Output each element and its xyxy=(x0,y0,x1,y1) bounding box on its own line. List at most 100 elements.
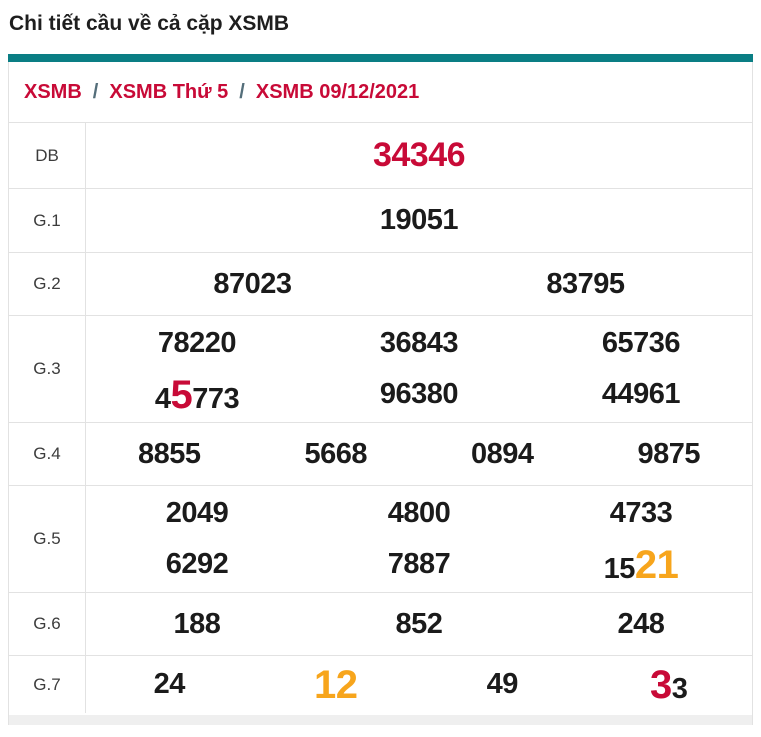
row-label: DB xyxy=(9,123,86,188)
digit-segment: 4733 xyxy=(609,497,673,530)
results-table: DB 34346 G.1 19051 G.2 87023 83795 G.3 78220 3684… xyxy=(9,122,752,713)
digit-segment: 248 xyxy=(617,607,665,640)
row-content: 188 852 248 xyxy=(86,593,752,655)
digit-segment: 773 xyxy=(192,382,240,415)
breadcrumb-separator: / xyxy=(92,80,99,103)
prize-number: 24 xyxy=(86,669,253,699)
prize-number: 2049 xyxy=(86,498,308,528)
prize-line: 19051 xyxy=(86,191,752,250)
digit-segment: 5668 xyxy=(304,437,367,470)
prize-line: 24 12 49 33 xyxy=(86,658,752,711)
prize-number: 248 xyxy=(530,609,752,639)
prize-number: 852 xyxy=(308,609,530,639)
prize-number: 83795 xyxy=(419,269,752,299)
row-label: G.2 xyxy=(9,253,86,315)
digit-segment: 3 xyxy=(671,672,688,705)
prize-number: 19051 xyxy=(86,205,752,235)
digit-segment: 7887 xyxy=(387,548,451,581)
breadcrumb-link[interactable]: XSMB Thứ 5 xyxy=(109,80,229,103)
prize-number: 0894 xyxy=(419,439,586,469)
prize-number: 12 xyxy=(253,664,420,706)
page-title: Chi tiết cầu về cả cặp XSMB xyxy=(9,12,290,35)
digit-segment: 8855 xyxy=(137,437,201,470)
digit-segment: 49 xyxy=(486,668,519,701)
prize-line: 8855 5668 0894 9875 xyxy=(86,425,752,483)
digit-segment: 19051 xyxy=(379,204,459,237)
digit-segment: 83795 xyxy=(546,267,625,300)
row-label: G.5 xyxy=(9,486,86,592)
digit-segment: 188 xyxy=(173,607,221,640)
table-row: G.6 188 852 248 xyxy=(9,592,752,655)
digit-segment: 2049 xyxy=(165,497,229,530)
prize-number: 6292 xyxy=(86,549,308,579)
table-row: G.4 8855 5668 0894 9875 xyxy=(9,422,752,485)
result-panel: XSMB / XSMB Thứ 5 / XSMB 09/12/2021 DB 34346 G… xyxy=(8,62,753,725)
table-row: G.2 87023 83795 xyxy=(9,252,752,315)
breadcrumb-separator: / xyxy=(239,80,245,103)
digit-segment: 87023 xyxy=(213,267,292,300)
digit-segment: 96380 xyxy=(379,378,459,411)
prize-number: 78220 xyxy=(86,328,308,358)
digit-segment: 852 xyxy=(395,607,443,640)
prize-number: 96380 xyxy=(308,379,530,409)
row-content: 19051 xyxy=(86,189,752,252)
breadcrumb: XSMB / XSMB Thứ 5 / XSMB 09/12/2021 xyxy=(9,62,752,122)
prize-line: 2049 4800 4733 xyxy=(86,488,752,539)
prize-line: 78220 36843 65736 xyxy=(86,318,752,369)
digit-segment: 65736 xyxy=(601,327,681,360)
digit-segment: 12 xyxy=(314,662,358,707)
prize-number: 45773 xyxy=(86,374,308,416)
accent-bar xyxy=(8,54,753,62)
page: Chi tiết cầu về cả cặp XSMB XSMB / XSMB Th… xyxy=(0,12,761,725)
row-content: 87023 83795 xyxy=(86,253,752,315)
prize-number: 188 xyxy=(86,609,308,639)
prize-number: 36843 xyxy=(308,328,530,358)
digit-segment: 24 xyxy=(153,668,186,701)
prize-number: 1521 xyxy=(530,544,752,586)
row-label: G.6 xyxy=(9,593,86,655)
digit-segment: 34346 xyxy=(372,135,466,174)
prize-line: 6292 7887 1521 xyxy=(86,539,752,590)
breadcrumb-link[interactable]: XSMB xyxy=(24,80,82,103)
digit-segment: 78220 xyxy=(157,327,237,360)
prize-line: 34346 xyxy=(86,125,752,186)
prize-number: 65736 xyxy=(530,328,752,358)
table-row: DB 34346 xyxy=(9,122,752,188)
prize-number: 34346 xyxy=(86,135,752,174)
digit-segment: 3 xyxy=(650,662,672,707)
row-label: G.1 xyxy=(9,189,86,252)
digit-segment: 4800 xyxy=(387,497,451,530)
prize-line: 188 852 248 xyxy=(86,595,752,653)
digit-segment: 15 xyxy=(603,552,636,585)
row-content: 8855 5668 0894 9875 xyxy=(86,423,752,485)
prize-line: 87023 83795 xyxy=(86,255,752,313)
row-content: 2049 4800 4733 6292 7887 1521 xyxy=(86,486,752,592)
digit-segment: 44961 xyxy=(601,378,681,411)
digit-segment: 21 xyxy=(634,542,679,587)
row-label: G.4 xyxy=(9,423,86,485)
digit-segment: 9875 xyxy=(637,437,700,470)
digit-segment: 36843 xyxy=(379,327,459,360)
prize-number: 49 xyxy=(419,669,586,699)
prize-number: 4800 xyxy=(308,498,530,528)
digit-segment: 6292 xyxy=(165,548,229,581)
prize-number: 44961 xyxy=(530,379,752,409)
row-content: 78220 36843 65736 45773 96380 44961 xyxy=(86,316,752,422)
digit-segment: 4 xyxy=(154,382,171,415)
table-row: G.3 78220 36843 65736 45773 96380 44961 xyxy=(9,315,752,422)
digit-segment: 0894 xyxy=(470,437,534,470)
breadcrumb-link[interactable]: XSMB 09/12/2021 xyxy=(255,80,420,103)
table-row: G.1 19051 xyxy=(9,188,752,252)
next-section-strip xyxy=(9,715,752,725)
row-content: 24 12 49 33 xyxy=(86,656,752,713)
prize-number: 8855 xyxy=(86,439,253,469)
row-label: G.7 xyxy=(9,656,86,713)
prize-number: 33 xyxy=(586,664,753,706)
row-content: 34346 xyxy=(86,123,752,188)
digit-segment: 5 xyxy=(170,372,193,417)
prize-number: 9875 xyxy=(586,439,753,469)
prize-number: 87023 xyxy=(86,269,419,299)
row-label: G.3 xyxy=(9,316,86,422)
prize-number: 5668 xyxy=(253,439,420,469)
prize-number: 7887 xyxy=(308,549,530,579)
